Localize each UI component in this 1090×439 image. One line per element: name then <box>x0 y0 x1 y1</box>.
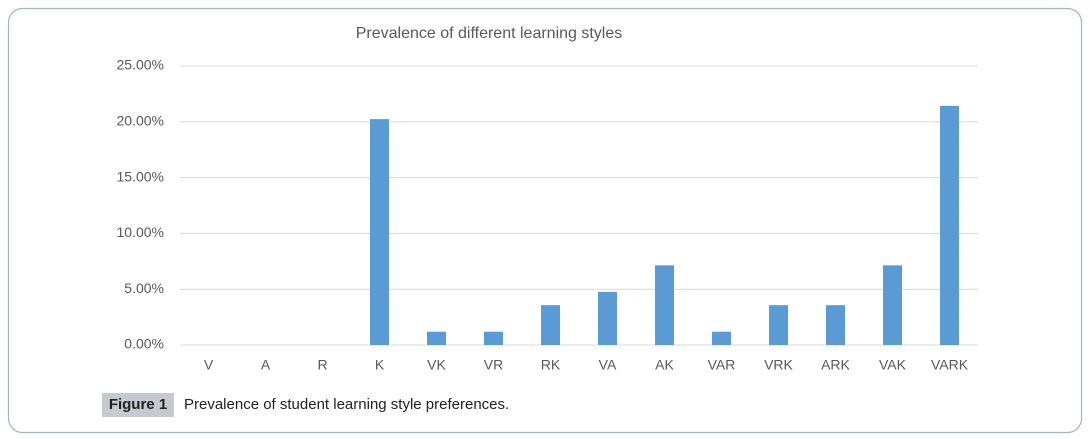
x-tick-label: AK <box>655 357 674 373</box>
x-tick-label: VARK <box>931 357 969 373</box>
bar <box>940 105 959 345</box>
y-tick-label: 5.00% <box>124 280 164 296</box>
y-tick-label: 15.00% <box>117 168 164 184</box>
x-tick-label: VA <box>599 357 617 373</box>
bar <box>712 331 731 345</box>
x-tick-label: VRK <box>764 357 793 373</box>
bar <box>427 331 446 345</box>
x-tick-label: K <box>375 357 385 373</box>
x-tick-label: RK <box>541 357 561 373</box>
x-tick-label: VR <box>484 357 503 373</box>
y-tick-label: 20.00% <box>117 113 164 129</box>
y-tick-label: 10.00% <box>117 224 164 240</box>
x-tick-label: A <box>261 357 271 373</box>
caption-label: Figure 1 <box>109 396 167 413</box>
bar <box>598 291 617 345</box>
x-tick-label: V <box>204 357 214 373</box>
bar <box>883 265 902 345</box>
y-tick-label: 0.00% <box>124 336 164 352</box>
bar <box>655 265 674 345</box>
chart-title: Prevalence of different learning styles <box>356 25 623 42</box>
bar <box>541 305 560 345</box>
caption-label-bg <box>102 393 174 417</box>
frame <box>7 7 1083 434</box>
x-tick-label: VAR <box>708 357 736 373</box>
bar <box>484 331 503 345</box>
bar <box>370 119 389 345</box>
x-tick-label: VK <box>427 357 446 373</box>
x-tick-label: ARK <box>821 357 850 373</box>
caption-text: Prevalence of student learning style pre… <box>184 396 509 413</box>
bar <box>826 305 845 345</box>
x-tick-label: VAK <box>879 357 907 373</box>
bar <box>769 305 788 345</box>
x-tick-label: R <box>317 357 327 373</box>
y-tick-label: 25.00% <box>117 57 164 73</box>
